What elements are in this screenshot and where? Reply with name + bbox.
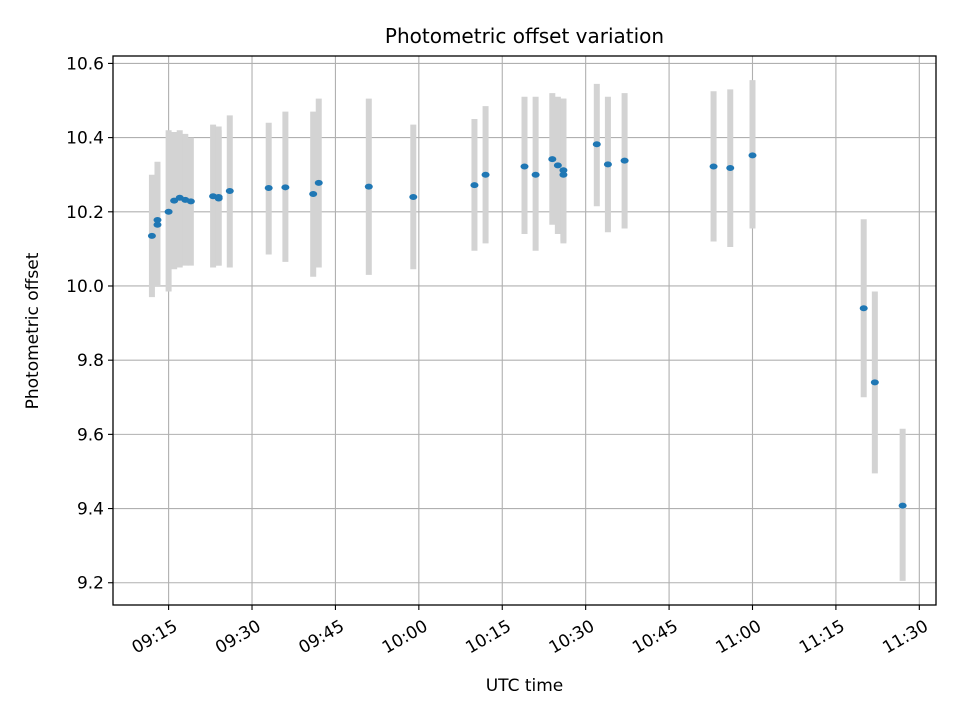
x-axis-label: UTC time	[486, 676, 564, 696]
data-points	[147, 141, 907, 509]
y-tick-label: 9.2	[77, 574, 104, 594]
data-point	[559, 167, 568, 174]
data-point	[147, 232, 156, 239]
data-point	[186, 198, 195, 205]
data-point	[748, 152, 757, 159]
data-point	[859, 305, 868, 312]
data-point	[164, 208, 173, 215]
data-point	[603, 161, 612, 168]
data-point	[170, 197, 179, 204]
y-tick-label: 9.8	[77, 351, 104, 371]
plot-frame	[112, 55, 937, 606]
data-point	[153, 221, 162, 228]
y-tick-label: 10.4	[66, 129, 104, 149]
data-point	[309, 190, 318, 197]
data-point	[531, 171, 540, 178]
data-point	[481, 171, 490, 178]
data-point	[548, 156, 557, 163]
y-tick-label: 10.6	[66, 54, 104, 74]
data-point	[870, 379, 879, 386]
chart-title: Photometric offset variation	[385, 24, 664, 48]
data-point	[225, 188, 234, 195]
data-point	[726, 165, 735, 172]
data-point	[553, 162, 562, 169]
y-tick-label: 10.0	[66, 277, 104, 297]
data-point	[264, 185, 273, 192]
y-tick-label: 10.2	[66, 203, 104, 223]
data-point	[898, 502, 907, 509]
data-point	[520, 163, 529, 170]
data-point	[281, 184, 290, 191]
data-point	[559, 171, 568, 178]
data-point	[592, 141, 601, 148]
data-point	[709, 163, 718, 170]
y-tick-label: 9.6	[77, 425, 104, 445]
data-point	[153, 216, 162, 223]
data-point	[214, 195, 223, 202]
y-axis-label: Photometric offset	[23, 252, 43, 409]
data-point	[364, 183, 373, 190]
data-point	[620, 157, 629, 164]
data-point	[470, 182, 479, 189]
y-axis: 9.2 9.4 9.6 9.8 10.0 10.2 10.4 10.6	[66, 54, 113, 594]
data-point	[314, 179, 323, 186]
data-point	[409, 193, 418, 200]
y-tick-label: 9.4	[77, 500, 104, 520]
